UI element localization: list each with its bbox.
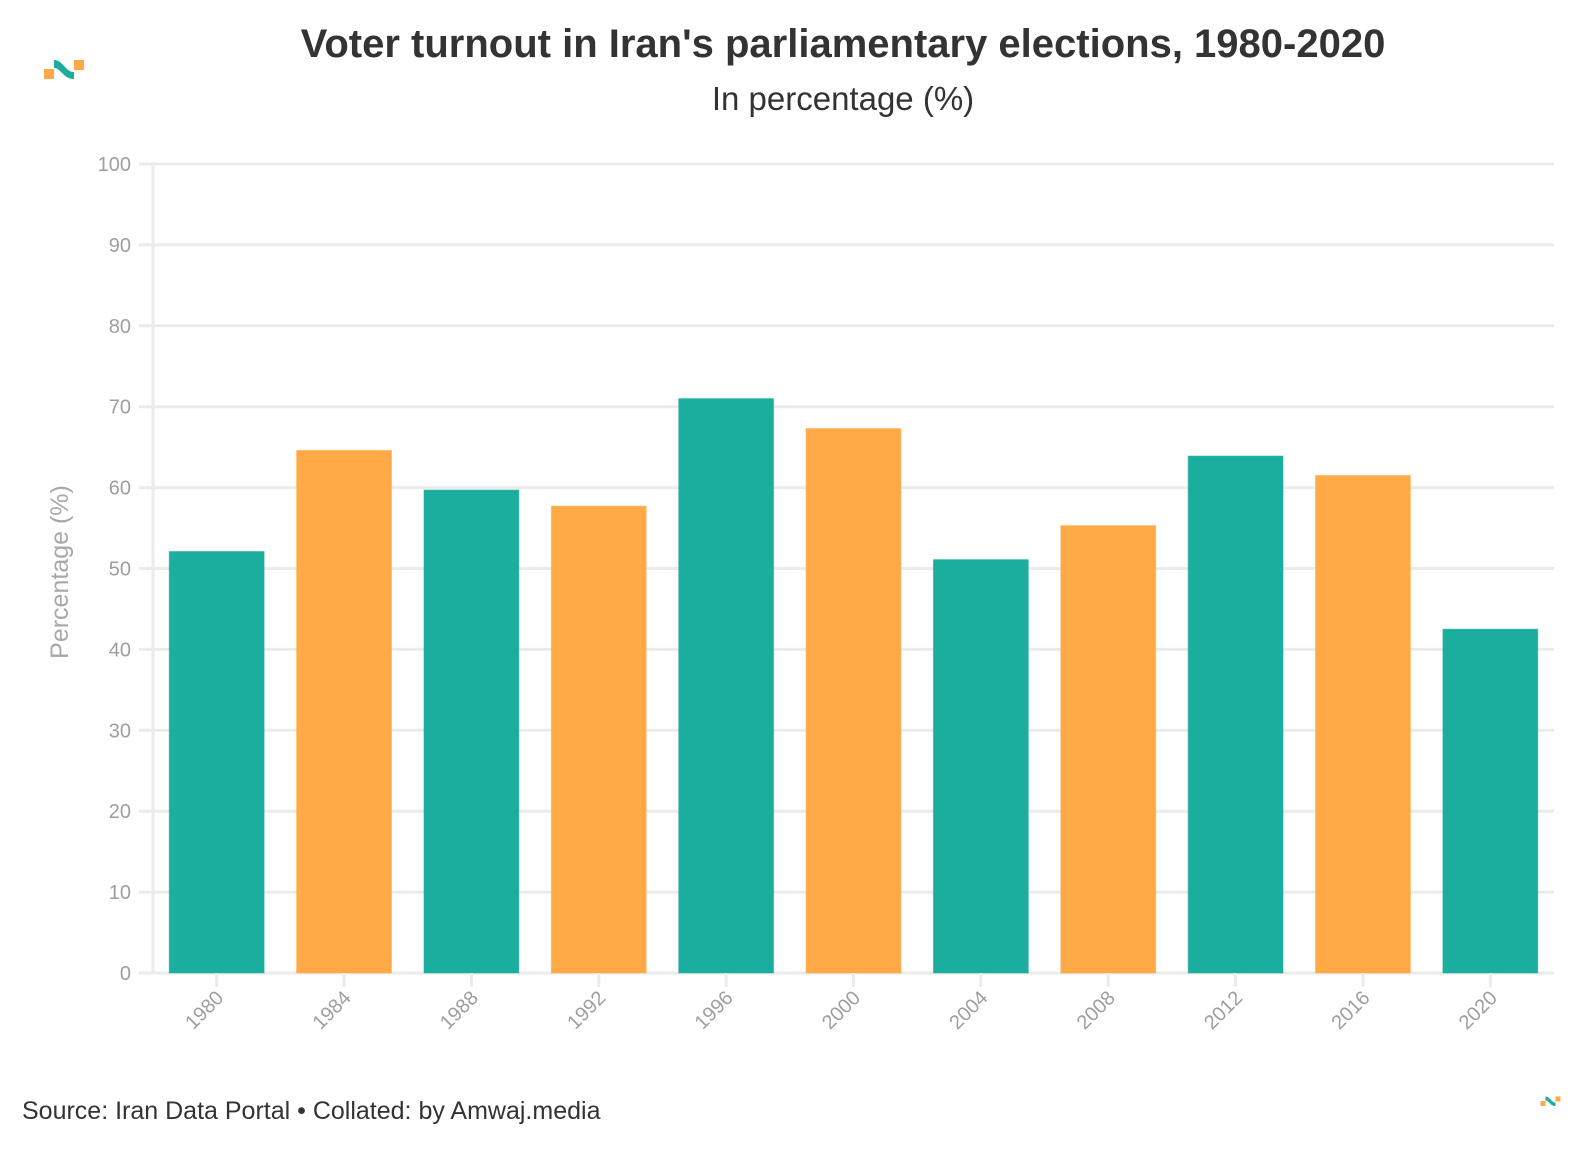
y-tick-label: 20: [109, 801, 131, 823]
bar-1988[interactable]: [423, 489, 520, 974]
chart-title: Voter turnout in Iran's parliamentary el…: [300, 22, 1386, 66]
y-tick-label: 10: [109, 882, 131, 904]
x-tick-label: 2012: [1200, 987, 1247, 1034]
y-tick-label: 70: [109, 397, 131, 419]
x-tick-label: 2016: [1327, 987, 1374, 1034]
y-tick-label: 100: [98, 154, 131, 176]
x-tick-label: 1984: [309, 987, 356, 1034]
y-tick-label: 30: [109, 720, 131, 742]
y-tick-label: 90: [109, 235, 131, 257]
bar-1992[interactable]: [550, 505, 647, 974]
y-axis-title: Percentage (%): [46, 485, 74, 659]
bar-1980[interactable]: [168, 551, 265, 974]
x-tick-label: 2020: [1455, 987, 1502, 1034]
x-tick-label: 1996: [691, 987, 738, 1034]
source-footer: Source: Iran Data Portal • Collated: by …: [22, 1097, 601, 1125]
x-tick-label: 2004: [945, 987, 992, 1034]
bar-1996[interactable]: [678, 398, 775, 974]
bar-2020[interactable]: [1442, 628, 1539, 974]
bar-2008[interactable]: [1060, 525, 1157, 974]
amwaj-logo-icon: [44, 60, 84, 79]
bar-1984[interactable]: [296, 449, 392, 974]
bar-2012[interactable]: [1187, 455, 1284, 974]
amwaj-logo-icon-small: [1540, 1096, 1561, 1106]
y-axis-ticks: 0 10 20 30 40 50 60 70 80 90 100: [98, 154, 131, 985]
x-tick-label: 2000: [818, 987, 865, 1034]
y-tick-label: 50: [109, 559, 131, 581]
bars: [168, 398, 1539, 974]
chart-subtitle: In percentage (%): [711, 80, 975, 117]
bar-2016[interactable]: [1315, 474, 1411, 974]
y-tick-label: 0: [120, 963, 131, 985]
x-tick-label: 2008: [1073, 987, 1120, 1034]
x-tick-label: 1992: [563, 987, 610, 1034]
y-tick-label: 80: [109, 316, 131, 338]
y-tick-label: 60: [109, 478, 131, 500]
bar-2004[interactable]: [932, 559, 1029, 974]
bar-2000[interactable]: [805, 428, 902, 974]
x-tick-label: 1988: [436, 987, 483, 1034]
y-tick-label: 40: [109, 639, 131, 661]
x-tick-label: 1980: [181, 987, 228, 1034]
x-axis-ticks: 1980 1984 1988 1992 1996 2000 2004 2008 2012 2016…: [181, 973, 1502, 1034]
